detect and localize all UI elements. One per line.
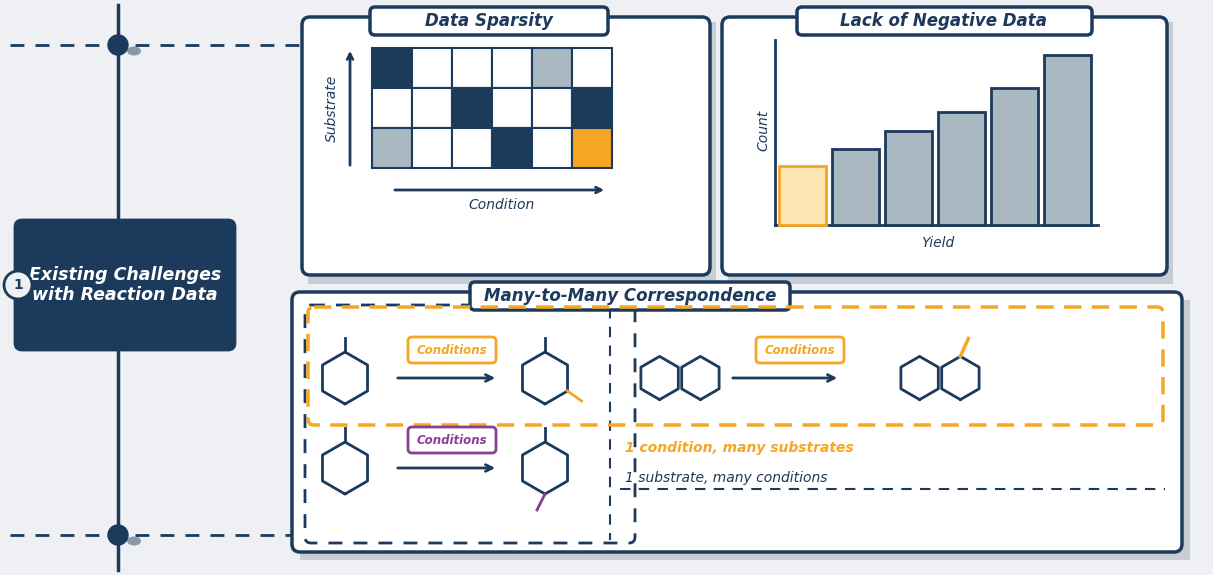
Bar — [300, 300, 1190, 560]
Bar — [885, 131, 932, 225]
Bar — [452, 88, 492, 128]
Bar — [412, 88, 452, 128]
FancyBboxPatch shape — [370, 7, 608, 35]
Bar — [938, 112, 985, 225]
Text: 1: 1 — [13, 278, 23, 292]
Text: Substrate: Substrate — [325, 74, 338, 141]
Bar — [372, 88, 412, 128]
Bar — [308, 22, 716, 284]
Bar — [573, 48, 613, 88]
Bar — [492, 88, 533, 128]
Text: Conditions: Conditions — [417, 343, 488, 356]
Circle shape — [108, 525, 129, 545]
Bar — [452, 128, 492, 168]
Bar — [832, 150, 879, 225]
FancyBboxPatch shape — [722, 17, 1167, 275]
Bar — [573, 88, 613, 128]
Text: Count: Count — [756, 109, 770, 151]
FancyBboxPatch shape — [408, 427, 496, 453]
Ellipse shape — [127, 47, 141, 56]
Bar — [372, 48, 412, 88]
FancyBboxPatch shape — [797, 7, 1092, 35]
Ellipse shape — [127, 536, 141, 546]
Text: Conditions: Conditions — [417, 434, 488, 447]
Text: Existing Challenges
with Reaction Data: Existing Challenges with Reaction Data — [29, 266, 221, 304]
FancyBboxPatch shape — [302, 17, 710, 275]
FancyBboxPatch shape — [15, 220, 235, 350]
Circle shape — [4, 271, 32, 299]
FancyBboxPatch shape — [292, 292, 1181, 552]
Text: Yield: Yield — [922, 236, 955, 250]
Bar — [728, 22, 1173, 284]
FancyBboxPatch shape — [408, 337, 496, 363]
Text: Condition: Condition — [469, 198, 535, 212]
Bar — [779, 166, 826, 225]
Text: 1 substrate, many conditions: 1 substrate, many conditions — [625, 471, 827, 485]
Bar — [573, 128, 613, 168]
Text: Data Sparsity: Data Sparsity — [425, 12, 553, 30]
Bar — [991, 88, 1038, 225]
Bar — [372, 128, 412, 168]
Bar — [533, 128, 573, 168]
Text: 1 condition, many substrates: 1 condition, many substrates — [625, 441, 854, 455]
FancyBboxPatch shape — [469, 282, 790, 310]
FancyBboxPatch shape — [756, 337, 844, 363]
Bar — [412, 48, 452, 88]
Bar — [533, 48, 573, 88]
Bar — [533, 88, 573, 128]
Bar — [492, 48, 533, 88]
Text: Lack of Negative Data: Lack of Negative Data — [841, 12, 1048, 30]
Bar — [452, 48, 492, 88]
Circle shape — [108, 35, 129, 55]
Text: Many-to-Many Correspondence: Many-to-Many Correspondence — [484, 287, 776, 305]
Bar — [492, 128, 533, 168]
Text: Conditions: Conditions — [764, 343, 836, 356]
Bar — [1044, 55, 1090, 225]
Bar — [412, 128, 452, 168]
